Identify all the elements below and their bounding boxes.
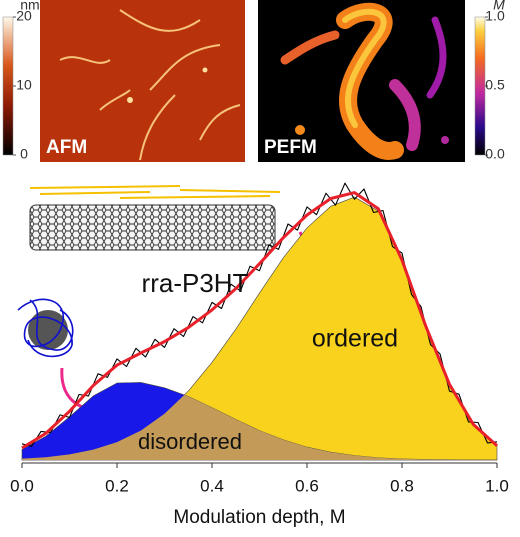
x-tick-label: 0.8 bbox=[390, 476, 414, 495]
series-label: ordered bbox=[312, 325, 398, 353]
colorbar-tick-label: 10 bbox=[16, 77, 32, 93]
colorbar-unit: M bbox=[493, 0, 505, 13]
colorbar-tick-label: 0.0 bbox=[485, 146, 505, 162]
pefm-colorbar bbox=[474, 16, 486, 156]
x-tick-label: 1.0 bbox=[485, 476, 509, 495]
panel-label: PEFM bbox=[264, 137, 317, 158]
x-tick-label: 0.0 bbox=[10, 476, 34, 495]
line bbox=[21, 191, 499, 450]
colorbar-tick-label: 20 bbox=[16, 8, 32, 24]
series-label: disordered bbox=[138, 429, 242, 454]
x-axis-label: Modulation depth, M bbox=[173, 507, 345, 528]
colorbar-tick-label: 0.5 bbox=[485, 77, 505, 93]
pefm-image bbox=[258, 0, 465, 162]
colorbar-unit: nm bbox=[20, 0, 39, 13]
plot: ordered disordered 0.0 0.2 0.4 0.6 0.8 1.0 Modul… bbox=[10, 182, 509, 528]
afm-image bbox=[40, 0, 245, 162]
colorbar-tick-label: 0 bbox=[20, 146, 28, 162]
x-tick-label: 0.2 bbox=[105, 476, 129, 495]
nanotube-cartoon bbox=[29, 185, 281, 251]
afm-colorbar bbox=[2, 16, 14, 156]
coil-cartoon bbox=[17, 298, 74, 358]
x-tick-label: 0.4 bbox=[200, 476, 224, 495]
colorbar-tick-label: 1.0 bbox=[485, 8, 505, 24]
x-tick-label: 0.6 bbox=[295, 476, 319, 495]
annotation: rra-P3HT bbox=[142, 268, 249, 298]
overlay: AFM nm 0 10 20 PEFM M 0.0 0.5 1.0 bbox=[13, 0, 505, 162]
panel-label: AFM bbox=[46, 137, 87, 158]
